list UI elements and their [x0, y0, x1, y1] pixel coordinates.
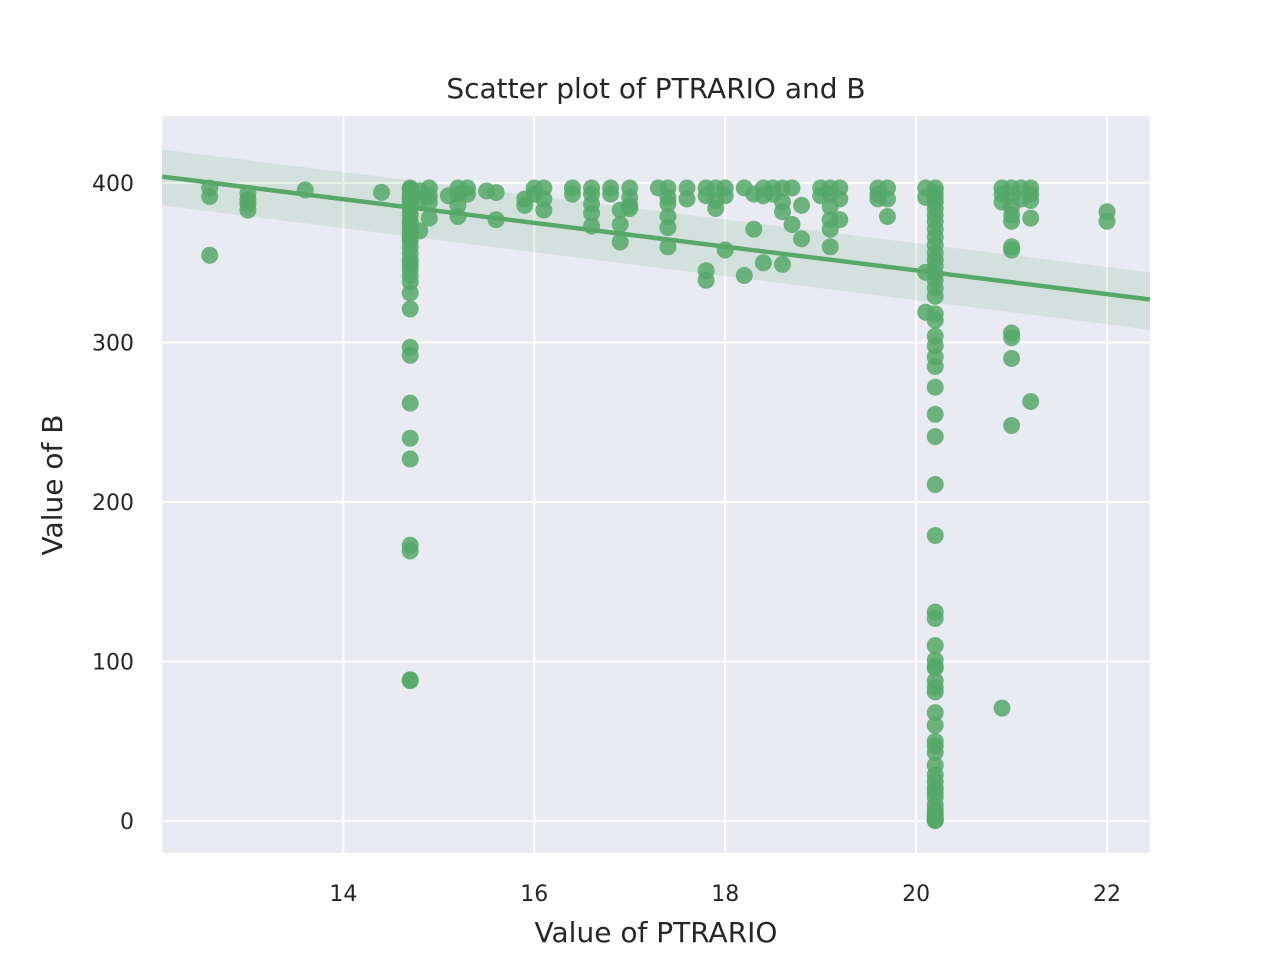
- data-point: [926, 405, 944, 423]
- data-point: [611, 215, 629, 233]
- data-point: [1003, 349, 1021, 367]
- x-grid-lines: [342, 116, 1109, 853]
- data-point: [745, 220, 763, 238]
- regression-line: [161, 174, 1151, 302]
- data-point: [831, 190, 849, 208]
- y-tick-label: 400: [92, 172, 134, 197]
- data-point: [793, 196, 811, 214]
- y-tick-label: 300: [92, 332, 134, 357]
- data-point: [926, 744, 944, 761]
- data-point: [621, 200, 639, 218]
- data-point: [1003, 212, 1021, 230]
- data-point: [420, 209, 438, 227]
- chart-title: Scatter plot of PTRARIO and B: [446, 72, 865, 105]
- y-tick-labels: 0 100 200 300 400: [92, 172, 134, 835]
- data-point: [878, 190, 896, 208]
- data-point: [201, 246, 219, 264]
- data-point: [1098, 212, 1116, 230]
- x-axis-label: Value of PTRARIO: [535, 916, 778, 949]
- data-point: [239, 201, 257, 219]
- data-point: [1022, 209, 1040, 227]
- data-point: [1003, 241, 1021, 259]
- data-point: [754, 254, 772, 272]
- data-point: [401, 346, 419, 364]
- data-point: [926, 812, 944, 830]
- data-point: [926, 716, 944, 734]
- data-point: [878, 208, 896, 225]
- data-point: [659, 238, 677, 256]
- data-point: [831, 211, 849, 229]
- data-point: [773, 203, 791, 221]
- data-point: [201, 188, 219, 206]
- x-tick-label: 20: [902, 882, 930, 907]
- x-tick-label: 16: [520, 882, 548, 907]
- data-point: [659, 195, 677, 213]
- data-point: [516, 196, 534, 214]
- data-point: [926, 357, 944, 375]
- data-point: [401, 429, 419, 447]
- data-point: [783, 179, 801, 197]
- data-points: [201, 179, 1116, 830]
- x-tick-label: 14: [329, 882, 357, 907]
- data-point: [926, 683, 944, 701]
- data-point: [926, 527, 944, 545]
- data-point: [773, 255, 791, 273]
- x-tick-labels: 14 16 18 20 22: [329, 882, 1121, 907]
- data-point: [1003, 329, 1021, 347]
- y-tick-label: 200: [92, 491, 134, 516]
- data-point: [420, 193, 438, 211]
- data-point: [716, 187, 734, 205]
- data-point: [401, 394, 419, 412]
- data-point: [678, 190, 696, 208]
- y-tick-label: 0: [120, 810, 134, 835]
- data-point: [926, 659, 944, 677]
- data-point: [926, 610, 944, 627]
- data-point: [401, 300, 419, 318]
- data-point: [401, 450, 419, 468]
- data-point: [926, 476, 944, 493]
- data-point: [821, 238, 839, 256]
- data-point: [926, 704, 944, 722]
- data-point: [411, 222, 429, 240]
- data-point: [535, 201, 553, 219]
- data-point: [926, 637, 944, 655]
- data-point: [1003, 416, 1021, 434]
- y-axis-label: Value of B: [36, 415, 69, 556]
- data-point: [401, 542, 419, 560]
- data-point: [458, 185, 476, 203]
- data-point: [697, 271, 715, 289]
- regression-fit-line: [161, 174, 1151, 302]
- y-tick-label: 100: [92, 651, 134, 676]
- data-point: [926, 428, 944, 446]
- data-point: [1022, 393, 1040, 411]
- x-tick-label: 18: [711, 882, 739, 907]
- data-point: [583, 204, 601, 222]
- data-point: [487, 184, 505, 202]
- data-point: [783, 215, 801, 233]
- data-point: [659, 219, 677, 237]
- data-point: [735, 267, 753, 285]
- data-point: [373, 183, 391, 201]
- data-point: [563, 185, 581, 203]
- data-point: [993, 699, 1011, 717]
- data-point: [401, 284, 419, 302]
- data-point: [707, 200, 725, 218]
- data-point: [926, 287, 944, 305]
- data-point: [611, 233, 629, 251]
- x-tick-label: 22: [1093, 882, 1121, 907]
- data-point: [926, 378, 944, 396]
- data-point: [401, 672, 419, 690]
- data-point: [926, 311, 944, 329]
- data-point: [793, 230, 811, 248]
- data-point: [1022, 192, 1040, 210]
- data-point: [602, 185, 620, 203]
